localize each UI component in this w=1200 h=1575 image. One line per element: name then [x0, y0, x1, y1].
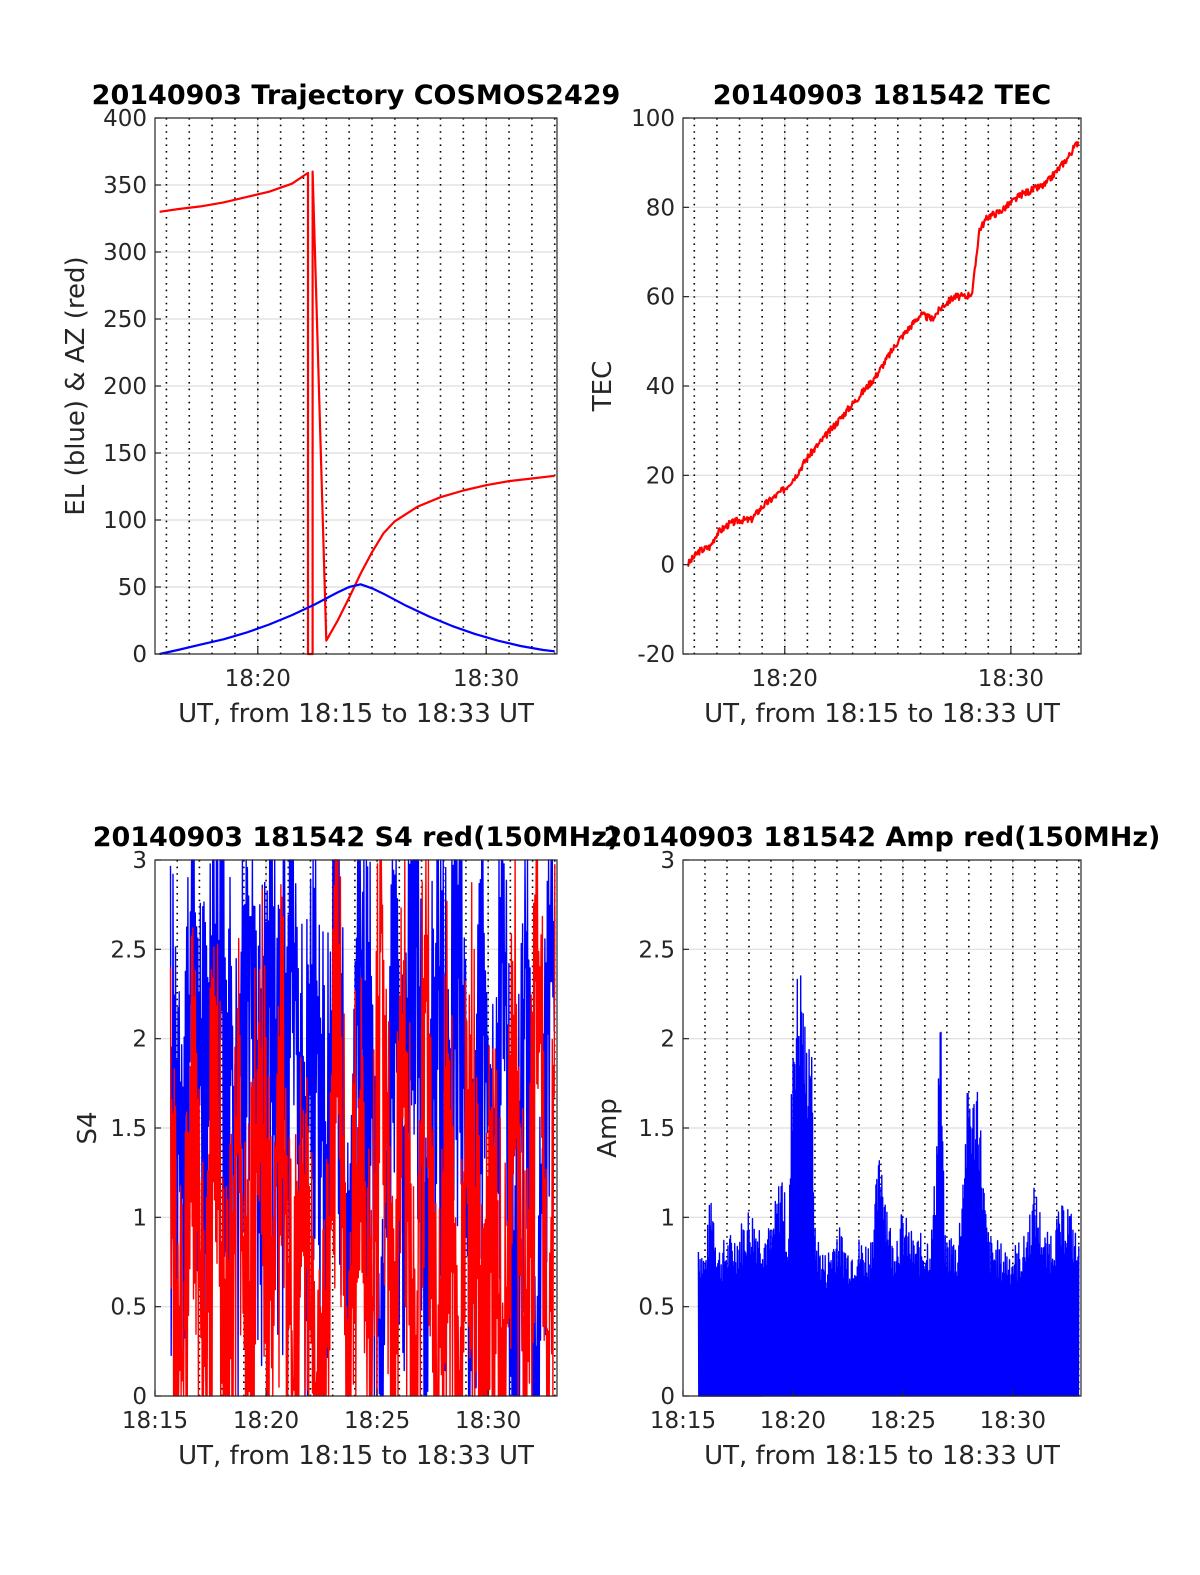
- y-axis-label: S4: [73, 1111, 103, 1144]
- y-axis-label: Amp: [593, 1098, 623, 1158]
- chart-title: 20140903 181542 S4 red(150MHz): [93, 822, 620, 853]
- y-tick-label: 250: [103, 307, 147, 333]
- y-tick-label: 150: [103, 441, 147, 467]
- x-tick-label: 18:30: [455, 1408, 521, 1434]
- series-group: [169, 859, 556, 1397]
- y-tick-label: 50: [118, 575, 147, 601]
- x-axis-label: UT, from 18:15 to 18:33 UT: [178, 699, 534, 729]
- y-tick-label: 3: [660, 848, 675, 874]
- y-tick-label: 300: [103, 240, 147, 266]
- x-axis-label: UT, from 18:15 to 18:33 UT: [704, 1441, 1060, 1471]
- y-axis-label: TEC: [588, 361, 618, 412]
- y-tick-label: 1.5: [110, 1116, 147, 1142]
- x-tick-label: 18:30: [980, 1408, 1046, 1434]
- tick-labels: 0 50 100 150 200 250 300 350 400 18:20 18:30: [103, 106, 519, 692]
- chart-tec: -20 0 20 40 60 80 100 18:20 18:30 20140903 18154…: [588, 80, 1082, 729]
- series-group: [159, 170, 555, 656]
- tick-labels: 0 0.5 1 1.5 2 2.5 3 18:15 18:20 18:25 18:30: [110, 848, 521, 1434]
- y-tick-label: 0.5: [110, 1295, 147, 1321]
- y-tick-label: 1: [660, 1205, 675, 1231]
- series-group: [697, 975, 1080, 1397]
- y-tick-label: 2: [660, 1027, 675, 1053]
- y-tick-label: -20: [637, 642, 675, 668]
- y-tick-label: 80: [646, 195, 675, 221]
- y-tick-label: 0: [132, 642, 147, 668]
- y-tick-label: 3: [132, 848, 147, 874]
- y-tick-label: 400: [103, 106, 147, 132]
- x-tick-label: 18:30: [978, 666, 1044, 692]
- y-tick-label: 350: [103, 173, 147, 199]
- x-tick-label: 18:15: [650, 1408, 716, 1434]
- grid: [155, 117, 557, 655]
- y-tick-label: 0.5: [638, 1295, 675, 1321]
- x-tick-label: 18:25: [870, 1408, 936, 1434]
- chart-title: 20140903 Trajectory COSMOS2429: [92, 80, 621, 111]
- y-tick-label: 0: [660, 1384, 675, 1410]
- tick-labels: -20 0 20 40 60 80 100 18:20 18:30: [631, 106, 1044, 692]
- y-tick-label: 40: [646, 374, 675, 400]
- y-tick-label: 2.5: [638, 937, 675, 963]
- y-tick-label: 2: [132, 1027, 147, 1053]
- series-line-blue: [159, 583, 555, 656]
- y-tick-label: 1: [132, 1205, 147, 1231]
- chart-title: 20140903 181542 TEC: [713, 80, 1052, 111]
- x-tick-label: 18:20: [752, 666, 818, 692]
- x-axis-label: UT, from 18:15 to 18:33 UT: [178, 1441, 534, 1471]
- chart-trajectory: 0 50 100 150 200 250 300 350 400 18:20 18:30 20140…: [61, 80, 620, 729]
- x-tick-label: 18:30: [453, 666, 519, 692]
- x-axis-label: UT, from 18:15 to 18:33 UT: [704, 699, 1060, 729]
- chart-amp: 0 0.5 1 1.5 2 2.5 3 18:15 18:20 18:25 18:30 201409…: [593, 822, 1160, 1471]
- y-tick-label: 1.5: [638, 1116, 675, 1142]
- chart-s4: 0 0.5 1 1.5 2 2.5 3 18:15 18:20 18:25 18:30 201409…: [73, 822, 619, 1471]
- series-line-red: [159, 170, 555, 656]
- y-tick-label: 200: [103, 374, 147, 400]
- y-tick-label: 60: [646, 285, 675, 311]
- tick-labels: 0 0.5 1 1.5 2 2.5 3 18:15 18:20 18:25 18:30: [638, 848, 1046, 1434]
- x-tick-label: 18:15: [122, 1408, 188, 1434]
- x-tick-label: 18:20: [233, 1408, 299, 1434]
- y-tick-label: 2.5: [110, 937, 147, 963]
- x-tick-label: 18:20: [760, 1408, 826, 1434]
- series-line-red: [687, 141, 1080, 567]
- y-tick-label: 0: [660, 553, 675, 579]
- series-line-blue: [697, 975, 1080, 1397]
- series-line-red: [169, 859, 556, 1397]
- y-tick-label: 100: [103, 508, 147, 534]
- x-tick-label: 18:20: [225, 666, 291, 692]
- y-tick-label: 0: [132, 1384, 147, 1410]
- y-tick-label: 100: [631, 106, 675, 132]
- x-tick-label: 18:25: [344, 1408, 410, 1434]
- y-tick-label: 20: [646, 463, 675, 489]
- chart-title: 20140903 181542 Amp red(150MHz): [604, 822, 1161, 853]
- series-group: [687, 141, 1080, 567]
- y-axis-label: EL (blue) & AZ (red): [61, 256, 91, 515]
